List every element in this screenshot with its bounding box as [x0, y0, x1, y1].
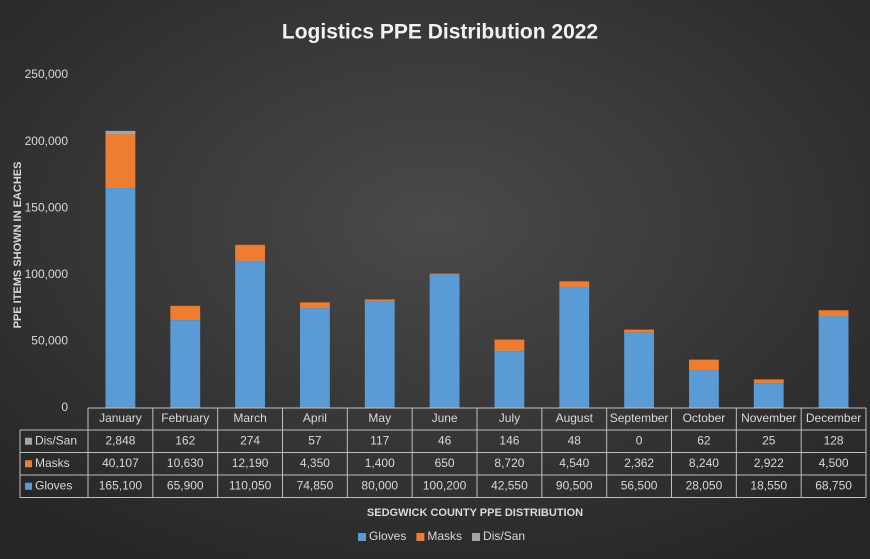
bar-segment	[818, 310, 849, 317]
legend-key	[358, 533, 366, 541]
table-row-label: Gloves	[35, 478, 72, 492]
table-cell: 80,000	[361, 478, 398, 492]
y-tick-label: 0	[61, 400, 68, 414]
table-cell: 2,922	[754, 456, 784, 470]
table-cell: 8,240	[689, 456, 719, 470]
table-cell: 110,050	[229, 478, 272, 492]
x-tick-label: April	[303, 411, 327, 425]
x-tick-label: September	[610, 411, 669, 425]
bar-segment	[624, 329, 654, 333]
table-cell: 10,630	[167, 456, 204, 470]
legend-key	[416, 533, 425, 541]
table-cell: 56,500	[621, 478, 658, 492]
bar-segment	[429, 273, 460, 275]
x-tick-label: July	[499, 411, 520, 425]
table-cell: 57	[308, 433, 322, 447]
table-row-label: Masks	[35, 456, 70, 470]
y-tick-label: 100,000	[25, 267, 69, 281]
bar-segment	[753, 379, 784, 384]
bar-segment	[105, 134, 136, 189]
bar-segment	[689, 359, 719, 371]
table-cell: 2,848	[105, 433, 135, 447]
table-legend-key	[25, 460, 32, 468]
table-cell: 42,550	[491, 478, 528, 492]
y-tick-label: 50,000	[31, 334, 68, 348]
legend-key	[472, 533, 481, 541]
table-cell: 128	[824, 433, 844, 447]
bar-segment	[494, 339, 525, 352]
x-tick-label: March	[233, 411, 266, 425]
y-tick-label: 200,000	[25, 134, 69, 148]
legend-label: Gloves	[369, 529, 406, 543]
table-cell: 0	[636, 433, 643, 447]
table-cell: 274	[240, 433, 260, 447]
table-cell: 25	[762, 433, 776, 447]
table-cell: 40,107	[102, 456, 139, 470]
y-tick-label: 250,000	[25, 67, 69, 81]
bar-segment	[559, 281, 590, 288]
x-axis-title: SEDGWICK COUNTY PPE DISTRIBUTION	[367, 507, 583, 519]
table-cell: 146	[499, 433, 519, 447]
bar-segment	[818, 316, 849, 408]
bar-segment	[364, 299, 395, 302]
table-cell: 46	[438, 433, 452, 447]
x-tick-label: December	[806, 411, 861, 425]
table-cell: 18,550	[750, 478, 787, 492]
x-tick-label: August	[556, 411, 594, 425]
bar-segment	[624, 332, 654, 408]
y-tick-label: 150,000	[25, 200, 69, 214]
table-cell: 4,540	[559, 456, 589, 470]
legend-label: Dis/San	[483, 529, 525, 543]
chart-title: Logistics PPE Distribution 2022	[282, 21, 598, 44]
table-cell: 8,720	[494, 456, 524, 470]
bar-segment	[170, 306, 201, 321]
table-cell: 28,050	[686, 478, 723, 492]
table-cell: 1,400	[365, 456, 395, 470]
table-cell: 12,190	[232, 456, 269, 470]
legend-label: Masks	[427, 529, 462, 543]
bar-segment	[753, 383, 784, 408]
table-cell: 68,750	[815, 478, 852, 492]
table-cell: 48	[568, 433, 582, 447]
table-cell: 4,500	[819, 456, 849, 470]
x-tick-label: November	[741, 411, 796, 425]
table-cell: 650	[435, 456, 455, 470]
bar-segment	[300, 302, 330, 309]
bar-segment	[429, 274, 460, 408]
bar-segment	[559, 287, 590, 408]
table-cell: 74,850	[297, 478, 334, 492]
table-cell: 62	[697, 433, 711, 447]
table-cell: 100,200	[423, 478, 467, 492]
table-cell: 90,500	[556, 478, 593, 492]
table-row-label: Dis/San	[35, 433, 77, 447]
x-tick-label: June	[432, 411, 458, 425]
x-tick-label: October	[683, 411, 726, 425]
bar-segment	[689, 370, 719, 408]
y-axis-title: PPE ITEMS SHOWN IN EACHES	[12, 162, 24, 329]
bar-segment	[494, 351, 525, 408]
bar-segment	[105, 130, 136, 135]
table-cell: 162	[175, 433, 195, 447]
bar-segment	[235, 261, 265, 408]
table-cell: 65,900	[167, 478, 204, 492]
table-cell: 117	[370, 433, 389, 447]
table-legend-key	[25, 437, 32, 445]
table-cell: 2,362	[624, 456, 654, 470]
table-legend-key	[25, 482, 32, 490]
bar-segment	[235, 245, 265, 262]
bar-segment	[105, 188, 136, 408]
x-tick-label: May	[368, 411, 391, 425]
table-cell: 4,350	[300, 456, 330, 470]
x-tick-label: February	[161, 411, 209, 425]
x-tick-label: January	[99, 411, 142, 425]
bar-segment	[170, 320, 201, 408]
table-cell: 165,100	[99, 478, 143, 492]
bar-segment	[364, 301, 395, 408]
bar-segment	[300, 308, 330, 408]
